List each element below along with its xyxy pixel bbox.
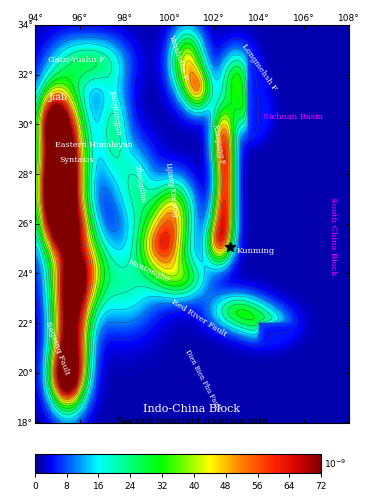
Text: Nantonghe: Nantonghe	[127, 258, 171, 284]
Text: Gaizi-Yushu F: Gaizi-Yushu F	[48, 56, 105, 64]
Text: Syntaxis: Syntaxis	[59, 156, 94, 164]
Text: $10^{-9}$: $10^{-9}$	[324, 458, 346, 470]
Text: Lijiang-Xiaojing-: Lijiang-Xiaojing-	[164, 162, 179, 221]
Text: South China Block: South China Block	[329, 197, 337, 276]
Text: Yanshuthe F: Yanshuthe F	[167, 34, 189, 81]
Text: Indo-China Block: Indo-China Block	[143, 404, 240, 414]
Text: Sagaing Fault: Sagaing Fault	[44, 320, 71, 376]
Text: Jiangtungjun: Jiangtungjun	[108, 88, 123, 135]
Text: Second invariant of strain rate: Second invariant of strain rate	[117, 417, 269, 426]
Text: Dien Bien Phu Fault: Dien Bien Phu Fault	[184, 348, 222, 412]
Text: Eastern Himalayan: Eastern Himalayan	[55, 142, 133, 150]
Text: Red River Fault: Red River Fault	[170, 298, 228, 339]
Text: Jiali: Jiali	[48, 92, 68, 102]
Text: Sichuan Basin: Sichuan Basin	[263, 113, 323, 121]
Text: Longmehsh F: Longmehsh F	[240, 42, 278, 92]
Text: Zhongdian: Zhongdian	[133, 164, 148, 203]
Text: Xiaojiang F: Xiaojiang F	[211, 124, 226, 165]
Text: Kunming: Kunming	[237, 247, 275, 255]
Title: Tibetan Plateau: Tibetan Plateau	[139, 0, 244, 12]
